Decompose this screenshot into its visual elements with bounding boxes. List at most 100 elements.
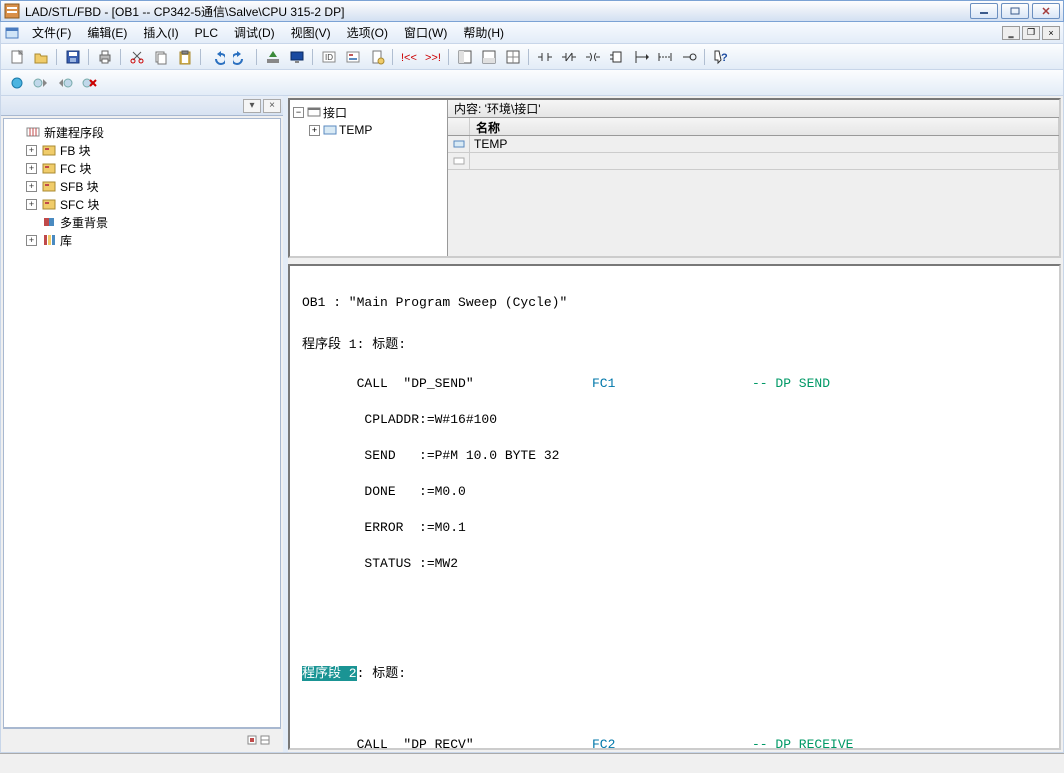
title-bar: LAD/STL/FBD - [OB1 -- CP342-5通信\Salve\CP…	[0, 0, 1064, 22]
tree-item-library[interactable]: + 库	[8, 231, 280, 249]
tool-monitor[interactable]	[286, 46, 308, 68]
left-tabs-icon[interactable]	[247, 733, 277, 747]
table-row[interactable]: TEMP	[448, 136, 1059, 153]
tool-connect[interactable]	[654, 46, 676, 68]
tool-bookmark-prev[interactable]	[30, 72, 52, 94]
expander-icon	[26, 217, 37, 228]
interface-table-body[interactable]: TEMP	[448, 136, 1059, 256]
tree-item-fb[interactable]: + FB 块	[8, 141, 280, 159]
tool-bookmark-clear[interactable]	[78, 72, 100, 94]
tool-jump-prev[interactable]: !<<	[398, 46, 420, 68]
interface-content-header: 内容: '环境\接口'	[448, 100, 1059, 118]
toolbar-separator	[198, 46, 204, 68]
code-line: ERROR :=M0.1	[302, 519, 1047, 537]
tree-item-multiinst[interactable]: 多重背景	[8, 213, 280, 231]
main-area: ▾ × 新建程序段 + FB 块 + FC 块 + SFB 块	[0, 96, 1064, 753]
tool-jump-next[interactable]: >>!	[422, 46, 444, 68]
menu-edit[interactable]: 编辑(E)	[79, 22, 135, 43]
toolbar-separator	[254, 46, 260, 68]
gutter-col	[448, 118, 470, 135]
interface-table-header: 名称	[448, 118, 1059, 136]
col-name-header[interactable]: 名称	[470, 118, 1059, 135]
tool-bookmark-toggle[interactable]	[6, 72, 28, 94]
interface-tree-pane[interactable]: − 接口 + TEMP	[290, 100, 448, 256]
tool-detail-left[interactable]	[454, 46, 476, 68]
expander-icon[interactable]: +	[26, 145, 37, 156]
cell-name[interactable]	[470, 153, 1059, 169]
menu-options[interactable]: 选项(O)	[339, 22, 396, 43]
tool-print[interactable]	[94, 46, 116, 68]
menu-plc[interactable]: PLC	[187, 24, 226, 42]
toolbar-separator	[86, 46, 92, 68]
tool-bookmark-next[interactable]	[54, 72, 76, 94]
iface-tree-root[interactable]: − 接口	[293, 103, 444, 121]
mdi-minimize[interactable]: ‗	[1002, 26, 1020, 40]
tree-label: 多重背景	[60, 214, 108, 231]
menu-file[interactable]: 文件(F)	[24, 22, 79, 43]
tree-item-fc[interactable]: + FC 块	[8, 159, 280, 177]
tool-coil[interactable]	[582, 46, 604, 68]
folder-icon	[41, 142, 57, 158]
menu-debug[interactable]: 调试(D)	[226, 22, 283, 43]
mdi-restore[interactable]: ❐	[1022, 26, 1040, 40]
tool-cut[interactable]	[126, 46, 148, 68]
svg-text:ID: ID	[325, 53, 333, 62]
mdi-close[interactable]: ×	[1042, 26, 1060, 40]
window-menu-icon[interactable]	[4, 25, 22, 41]
tree-item-sfb[interactable]: + SFB 块	[8, 177, 280, 195]
tool-detail-bottom[interactable]	[478, 46, 500, 68]
expander-icon[interactable]: +	[26, 199, 37, 210]
tool-box[interactable]	[606, 46, 628, 68]
cell-name[interactable]: TEMP	[470, 136, 1059, 152]
left-panel-pin[interactable]: ▾	[243, 99, 261, 113]
svg-text:?: ?	[721, 52, 728, 64]
expander-icon[interactable]: −	[293, 107, 304, 118]
tool-whatsthis[interactable]: ?	[710, 46, 732, 68]
toolbar-separator	[54, 46, 60, 68]
tool-neg[interactable]	[678, 46, 700, 68]
tool-ref[interactable]	[342, 46, 364, 68]
left-panel-close[interactable]: ×	[263, 99, 281, 113]
toolbar-separator	[702, 46, 708, 68]
tree-root[interactable]: 新建程序段	[8, 123, 280, 141]
tool-paste[interactable]	[174, 46, 196, 68]
toolbar-1: ID !<< >>! ?	[0, 44, 1064, 70]
tool-contact-nc[interactable]	[558, 46, 580, 68]
tool-new[interactable]	[6, 46, 28, 68]
expander-icon[interactable]: +	[309, 125, 320, 136]
menu-insert[interactable]: 插入(I)	[135, 22, 186, 43]
menu-help[interactable]: 帮助(H)	[455, 22, 512, 43]
tool-doc[interactable]	[366, 46, 388, 68]
stl-code-editor[interactable]: OB1 : "Main Program Sweep (Cycle)" 程序段 1…	[288, 264, 1061, 750]
network-icon	[25, 124, 41, 140]
expander-icon[interactable]: +	[26, 181, 37, 192]
segment-2-title[interactable]: 程序段 2: 标题:	[302, 665, 1047, 683]
expander-icon[interactable]: +	[26, 163, 37, 174]
close-button[interactable]	[1032, 3, 1060, 19]
tool-branch[interactable]	[630, 46, 652, 68]
tool-copy[interactable]	[150, 46, 172, 68]
tool-contact-no[interactable]	[534, 46, 556, 68]
maximize-button[interactable]	[1001, 3, 1029, 19]
menu-view[interactable]: 视图(V)	[283, 22, 339, 43]
temp-var-icon	[323, 124, 337, 136]
expander-icon[interactable]: +	[26, 235, 37, 246]
program-elements-tree[interactable]: 新建程序段 + FB 块 + FC 块 + SFB 块 + SFC 块	[3, 118, 281, 728]
table-row[interactable]	[448, 153, 1059, 170]
mdi-controls: ‗ ❐ ×	[1002, 26, 1060, 40]
status-bar	[0, 753, 1064, 773]
tool-save[interactable]	[62, 46, 84, 68]
folder-icon	[41, 196, 57, 212]
segment-1-title[interactable]: 程序段 1: 标题:	[302, 336, 1047, 354]
svg-text:!<<: !<<	[401, 52, 417, 64]
iface-tree-temp[interactable]: + TEMP	[293, 121, 444, 139]
tree-item-sfc[interactable]: + SFC 块	[8, 195, 280, 213]
tool-symbol[interactable]: ID	[318, 46, 340, 68]
minimize-button[interactable]	[970, 3, 998, 19]
tool-download[interactable]	[262, 46, 284, 68]
tool-redo[interactable]	[230, 46, 252, 68]
menu-window[interactable]: 窗口(W)	[396, 22, 455, 43]
tool-undo[interactable]	[206, 46, 228, 68]
tool-open[interactable]	[30, 46, 52, 68]
tool-grid[interactable]	[502, 46, 524, 68]
